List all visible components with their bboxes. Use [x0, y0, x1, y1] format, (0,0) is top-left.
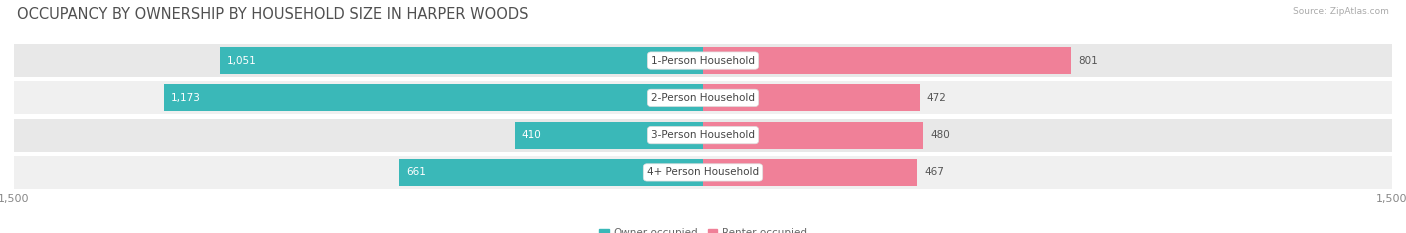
- Text: 1,173: 1,173: [172, 93, 201, 103]
- Text: 410: 410: [522, 130, 541, 140]
- Bar: [703, 84, 920, 111]
- Text: 4+ Person Household: 4+ Person Household: [647, 168, 759, 177]
- Bar: [14, 82, 1392, 114]
- Text: Source: ZipAtlas.com: Source: ZipAtlas.com: [1294, 7, 1389, 16]
- Text: 801: 801: [1078, 56, 1098, 65]
- Legend: Owner-occupied, Renter-occupied: Owner-occupied, Renter-occupied: [595, 224, 811, 233]
- Text: 467: 467: [924, 168, 945, 177]
- Text: 3-Person Household: 3-Person Household: [651, 130, 755, 140]
- Bar: [703, 159, 918, 186]
- Text: 472: 472: [927, 93, 946, 103]
- Bar: [165, 84, 703, 111]
- Bar: [14, 44, 1392, 77]
- Bar: [703, 47, 1071, 74]
- Text: 480: 480: [931, 130, 950, 140]
- Text: 661: 661: [406, 168, 426, 177]
- Text: 1-Person Household: 1-Person Household: [651, 56, 755, 65]
- Bar: [14, 119, 1392, 151]
- Text: OCCUPANCY BY OWNERSHIP BY HOUSEHOLD SIZE IN HARPER WOODS: OCCUPANCY BY OWNERSHIP BY HOUSEHOLD SIZE…: [17, 7, 529, 22]
- Bar: [221, 47, 703, 74]
- Bar: [399, 159, 703, 186]
- Bar: [14, 156, 1392, 189]
- Bar: [703, 122, 924, 149]
- Text: 1,051: 1,051: [228, 56, 257, 65]
- Text: 2-Person Household: 2-Person Household: [651, 93, 755, 103]
- Bar: [515, 122, 703, 149]
